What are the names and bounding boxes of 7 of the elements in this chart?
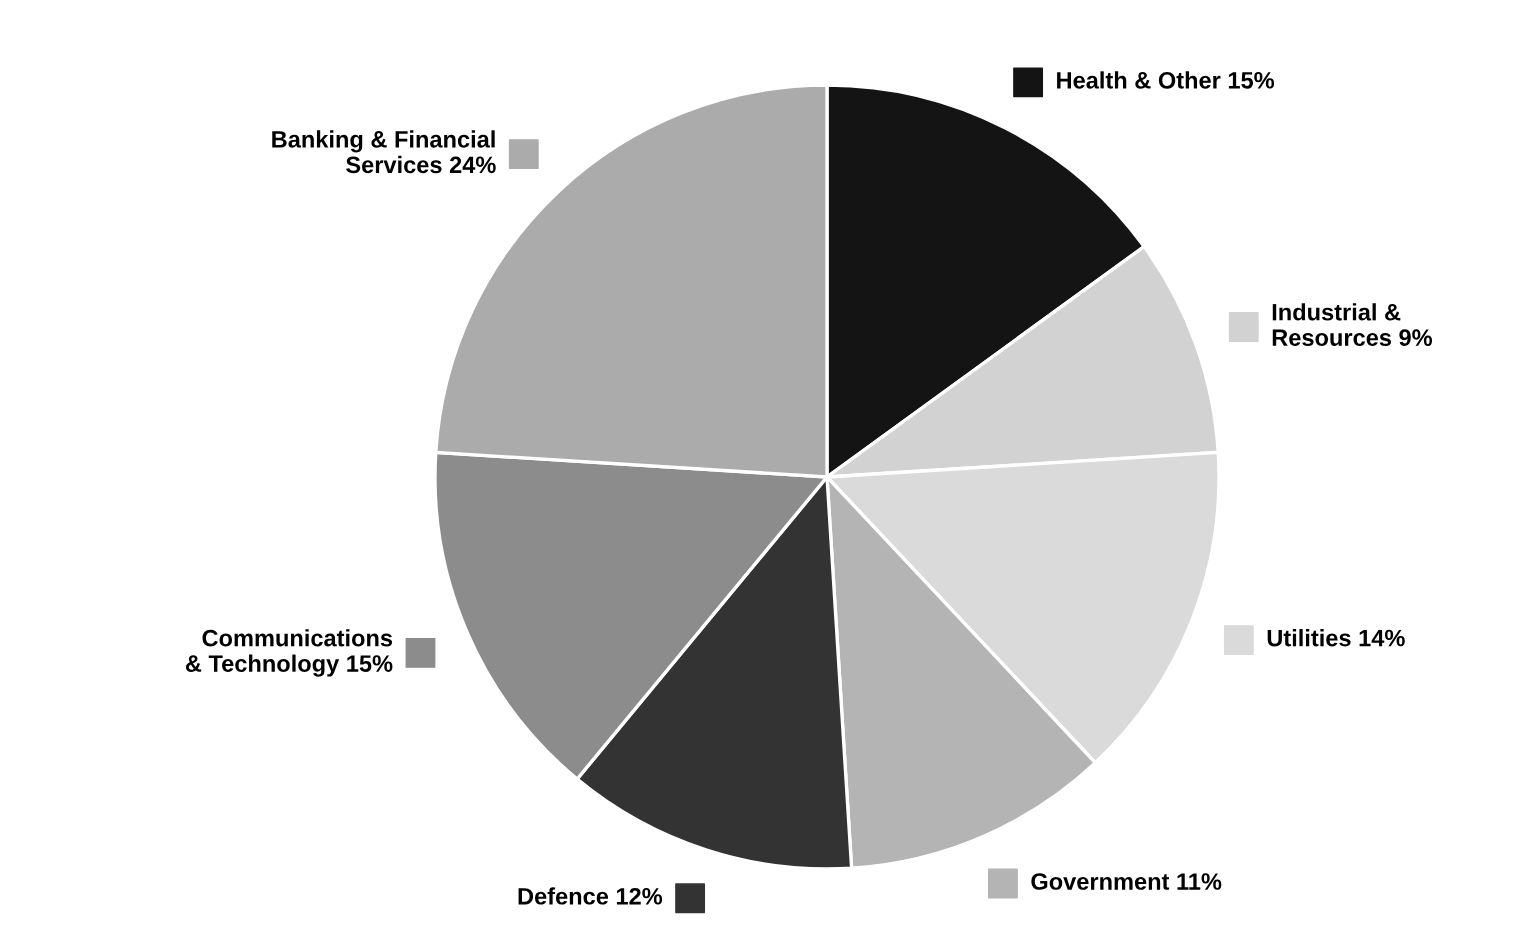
legend-label: Health & Other 15% — [1057, 71, 1275, 89]
legend-label: Utilities 14% — [1267, 629, 1405, 647]
slice-label: Banking & Financial Services 24% — [272, 130, 496, 174]
slice-label: Communications & Technology 15% — [185, 629, 393, 677]
legend-label: Government 11% — [1031, 873, 1222, 890]
slice-label: Defence 12% — [518, 887, 663, 905]
legend-label: Industrial & Resources 9% — [1272, 303, 1433, 347]
